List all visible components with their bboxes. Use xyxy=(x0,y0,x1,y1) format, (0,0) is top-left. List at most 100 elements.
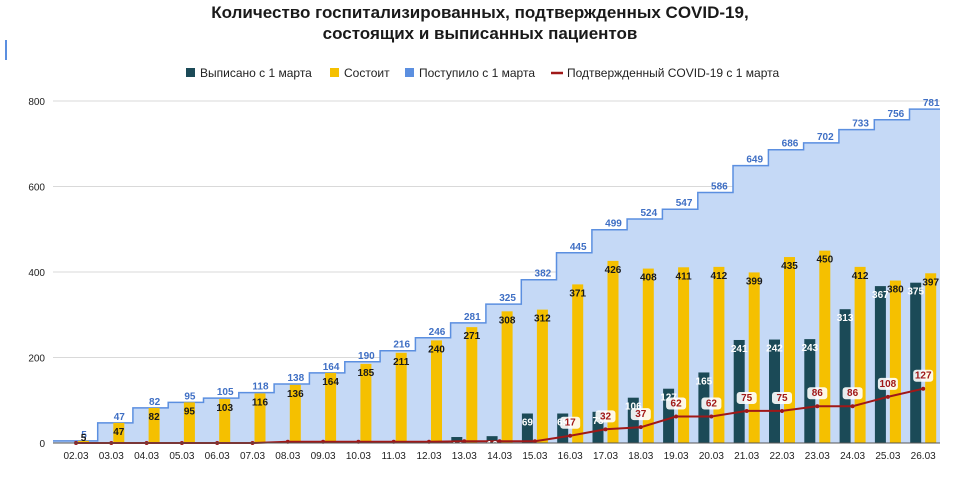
bar-current-15.03 xyxy=(536,309,548,443)
confirmed-point-21.03 xyxy=(744,408,749,413)
label-admitted-17.03: 499 xyxy=(605,219,622,230)
label-confirmed-bg-17.03 xyxy=(595,410,616,423)
bar-current-08.03 xyxy=(289,384,301,443)
bar-current-12.03 xyxy=(431,340,442,443)
label-confirmed-bg-16.03 xyxy=(560,416,581,429)
label-current-13.03: 271 xyxy=(463,331,480,342)
confirmed-point-16.03 xyxy=(568,433,573,438)
legend-label-discharged: Выписано с 1 марта xyxy=(200,66,312,80)
label-current-26.03: 397 xyxy=(922,277,939,288)
bar-discharged-19.03 xyxy=(663,388,675,443)
bar-current-06.03 xyxy=(219,398,231,443)
bar-current-26.03 xyxy=(925,273,937,443)
label-admitted-05.03: 95 xyxy=(184,391,196,402)
x-tick-label-15.03: 15.03 xyxy=(522,451,547,462)
x-tick-label-14.03: 14.03 xyxy=(487,451,512,462)
confirmed-point-18.03 xyxy=(638,425,643,430)
label-admitted-16.03: 445 xyxy=(570,242,587,253)
x-tick-label-05.03: 05.03 xyxy=(169,451,194,462)
confirmed-point-25.03 xyxy=(885,394,890,399)
bar-current-24.03 xyxy=(854,266,866,443)
label-admitted-11.03: 216 xyxy=(393,340,410,351)
label-admitted-14.03: 325 xyxy=(499,293,516,304)
confirmed-point-14.03 xyxy=(497,439,502,444)
label-admitted-13.03: 281 xyxy=(464,312,481,323)
label-admitted-15.03: 382 xyxy=(535,269,552,280)
data-labels: 5 547 47 82 82 95 95 105 103 118 116 138 136 164 164 19… xyxy=(81,98,940,452)
bar-discharged-14.03 xyxy=(486,436,498,443)
label-admitted-06.03: 105 xyxy=(217,387,234,398)
bar-discharged-22.03 xyxy=(769,339,780,443)
admitted-area-outline xyxy=(53,108,940,442)
label-current-19.03: 411 xyxy=(676,271,693,282)
label-admitted-08.03: 138 xyxy=(287,373,304,384)
label-current-22.03: 435 xyxy=(781,261,798,272)
x-tick-label-20.03: 20.03 xyxy=(699,451,724,462)
legend-swatch-admitted xyxy=(405,68,414,77)
label-confirmed-bg-19.03 xyxy=(666,397,687,410)
label-admitted-19.03: 547 xyxy=(676,198,693,209)
bar-discharged-24.03 xyxy=(839,309,851,443)
x-tick-label-06.03: 06.03 xyxy=(205,451,230,462)
label-admitted-25.03: 756 xyxy=(888,109,905,120)
label-current-03.03: 47 xyxy=(113,427,125,438)
x-tick-label-09.03: 09.03 xyxy=(311,451,336,462)
label-current-02.03: 5 xyxy=(81,433,87,444)
label-admitted-10.03: 190 xyxy=(358,351,375,362)
bar-current-18.03 xyxy=(642,268,654,443)
label-confirmed-bg-21.03 xyxy=(736,391,757,404)
x-tick-label-13.03: 13.03 xyxy=(452,451,477,462)
label-confirmed-22.03: 75 xyxy=(776,393,788,404)
label-discharged-20.03: 165 xyxy=(696,376,713,387)
confirmed-point-20.03 xyxy=(709,414,714,419)
label-discharged-13.03: 14 xyxy=(451,441,463,452)
x-tick-label-12.03: 12.03 xyxy=(416,451,441,462)
label-current-07.03: 116 xyxy=(252,397,269,408)
label-current-25.03: 380 xyxy=(887,285,904,296)
confirmed-point-24.03 xyxy=(850,404,855,409)
axes: 0 200 400 600 800 02.03 03.03 04.03 05.03 06.03 07… xyxy=(5,40,940,462)
label-admitted-12.03: 246 xyxy=(429,327,446,338)
label-confirmed-bg-25.03 xyxy=(877,377,898,390)
confirmed-point-15.03 xyxy=(532,439,537,444)
confirmed-point-23.03 xyxy=(815,404,820,409)
bar-current-17.03 xyxy=(607,260,619,443)
bar-current-22.03 xyxy=(784,257,795,443)
label-discharged-26.03: 375 xyxy=(907,287,924,298)
label-admitted-23.03: 702 xyxy=(817,132,834,143)
label-confirmed-bg-18.03 xyxy=(630,408,651,421)
label-current-09.03: 164 xyxy=(322,377,339,388)
label-discharged-21.03: 241 xyxy=(731,344,748,355)
label-confirmed-19.03: 62 xyxy=(671,398,683,409)
bar-current-14.03 xyxy=(501,311,513,443)
bar-current-05.03 xyxy=(183,402,195,443)
label-admitted-04.03: 82 xyxy=(149,397,161,408)
label-confirmed-26.03: 127 xyxy=(915,371,932,382)
bar-current-13.03 xyxy=(466,327,478,443)
label-confirmed-23.03: 86 xyxy=(812,388,824,399)
bar-current-25.03 xyxy=(889,280,901,443)
bar-current-19.03 xyxy=(678,267,690,443)
bar-current-02.03 xyxy=(78,440,89,443)
bar-current-10.03 xyxy=(360,363,372,443)
label-admitted-09.03: 164 xyxy=(323,362,340,373)
label-confirmed-bg-23.03 xyxy=(807,387,828,400)
bar-current-07.03 xyxy=(254,393,266,443)
label-confirmed-24.03: 86 xyxy=(847,388,859,399)
bar-current-16.03 xyxy=(572,284,584,443)
x-tick-label-18.03: 18.03 xyxy=(628,451,653,462)
label-current-14.03: 308 xyxy=(499,315,516,326)
label-admitted-21.03: 649 xyxy=(746,155,763,166)
label-admitted-18.03: 524 xyxy=(640,208,657,219)
confirmed-point-26.03 xyxy=(921,386,926,391)
confirmed-point-13.03 xyxy=(462,439,467,444)
bar-discharged-15.03 xyxy=(521,413,533,443)
x-tick-label-02.03: 02.03 xyxy=(63,451,88,462)
label-confirmed-18.03: 37 xyxy=(635,409,647,420)
label-admitted-24.03: 733 xyxy=(852,119,869,130)
x-tick-label-11.03: 11.03 xyxy=(382,451,407,462)
label-current-23.03: 450 xyxy=(816,255,833,266)
label-current-10.03: 185 xyxy=(358,368,375,379)
label-current-11.03: 211 xyxy=(393,357,410,368)
label-confirmed-25.03: 108 xyxy=(880,379,897,390)
